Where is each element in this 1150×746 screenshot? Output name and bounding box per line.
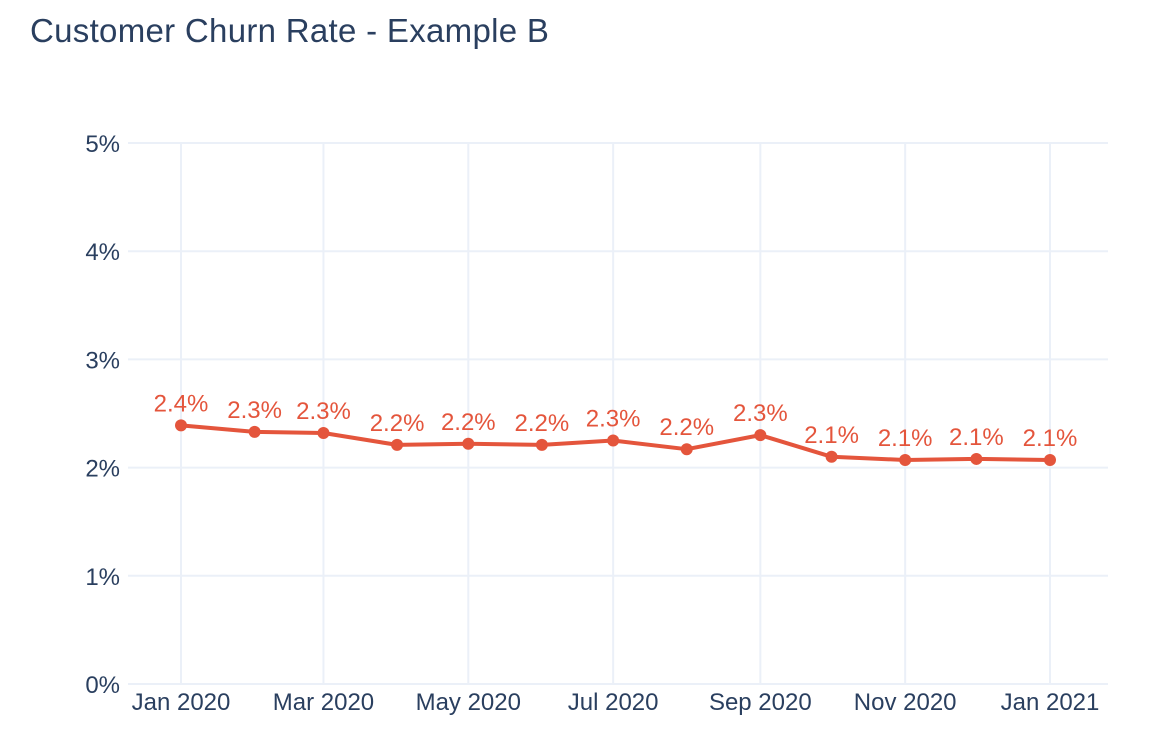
- data-point: [970, 452, 983, 465]
- x-tick-label: Jul 2020: [568, 689, 659, 716]
- data-label: 2.2%: [515, 410, 570, 437]
- data-point: [175, 419, 187, 432]
- data-point: [607, 434, 620, 447]
- x-tick-label: Nov 2020: [854, 689, 957, 716]
- data-label: 2.1%: [878, 425, 933, 452]
- axis-layer: 0% 1% 2% 3% 4% 5% Jan 2020 Mar 2020 May 2020 Jul …: [85, 131, 1099, 716]
- y-tick-label: 5%: [85, 131, 120, 158]
- data-point: [248, 425, 261, 438]
- data-label: 2.3%: [227, 397, 282, 424]
- data-point: [825, 450, 838, 463]
- data-point: [391, 438, 404, 451]
- y-tick-label: 2%: [85, 456, 120, 483]
- data-label: 2.3%: [733, 400, 788, 427]
- x-tick-label: May 2020: [416, 689, 521, 716]
- data-point: [754, 429, 767, 442]
- data-point: [1044, 454, 1056, 467]
- data-label: 2.2%: [441, 409, 496, 436]
- x-tick-label: Jan 2020: [132, 689, 231, 716]
- x-tick-label: Mar 2020: [273, 689, 374, 716]
- data-label: 2.1%: [804, 422, 859, 449]
- data-label: 2.3%: [586, 406, 641, 433]
- y-tick-label: 4%: [85, 239, 120, 266]
- data-label: 2.2%: [659, 414, 714, 441]
- data-label: 2.3%: [296, 398, 351, 425]
- y-tick-label: 3%: [85, 347, 120, 374]
- data-point: [535, 438, 548, 451]
- data-point: [680, 443, 693, 456]
- y-tick-label: 1%: [85, 564, 120, 591]
- x-tick-label: Jan 2021: [1001, 689, 1100, 716]
- data-point: [462, 437, 475, 450]
- series-layer: [175, 419, 1056, 467]
- grid-layer: [128, 142, 1108, 685]
- data-label: 2.2%: [370, 410, 425, 437]
- y-tick-label: 0%: [85, 672, 120, 699]
- data-label-layer: 2.4% 2.3% 2.3% 2.2% 2.2% 2.2% 2.3% 2.2% 2.3% 2.1%…: [154, 390, 1078, 452]
- data-point: [899, 454, 912, 467]
- x-tick-label: Sep 2020: [709, 689, 812, 716]
- data-label: 2.4%: [154, 390, 209, 417]
- chart-title: Customer Churn Rate - Example B: [30, 12, 550, 49]
- data-label: 2.1%: [949, 424, 1004, 451]
- data-label: 2.1%: [1023, 425, 1078, 452]
- data-point: [317, 426, 330, 439]
